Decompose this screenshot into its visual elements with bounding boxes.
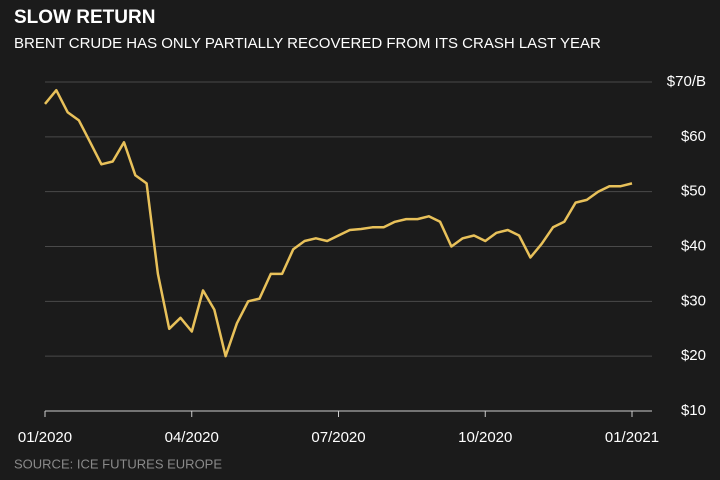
price-line [44,88,633,358]
y-tick-label: $40 [681,237,706,254]
x-tick-label: 01/2020 [18,429,72,446]
x-tick-label: 10/2020 [458,429,512,446]
y-tick-label: $60 [681,128,706,145]
y-tick-label: $70/B [667,73,706,90]
x-tick-label: 01/2021 [605,429,659,446]
y-tick-label: $50 [681,183,706,200]
source-note: SOURCE: ICE FUTURES EUROPE [14,456,222,471]
chart-subtitle: BRENT CRUDE HAS ONLY PARTIALLY RECOVERED… [14,35,601,52]
x-tick-label: 07/2020 [311,429,365,446]
y-tick-label: $20 [681,347,706,364]
chart-title: SLOW RETURN [14,7,155,28]
x-tick-label: 04/2020 [165,429,219,446]
y-tick-label: $10 [681,402,706,419]
y-tick-label: $30 [681,292,706,309]
